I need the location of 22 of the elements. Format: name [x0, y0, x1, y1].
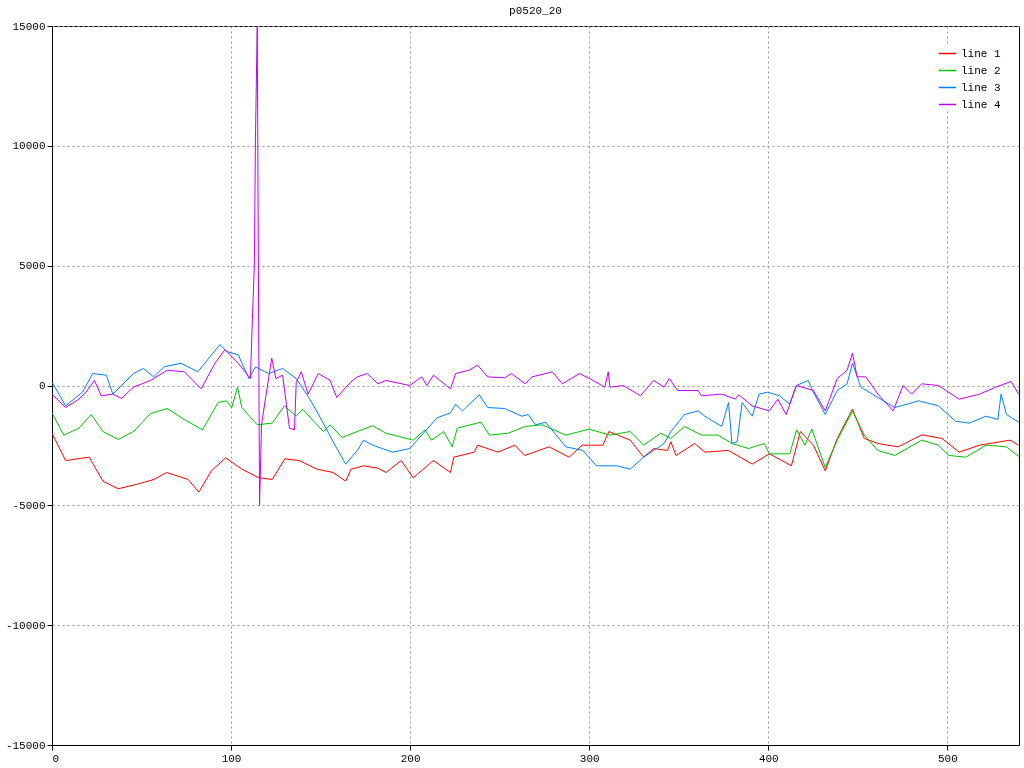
- x-tick-label: 500: [937, 752, 958, 765]
- x-tick-label: 0: [52, 752, 60, 765]
- legend-label: line 2: [961, 64, 1001, 77]
- line-series: [52, 386, 1019, 468]
- y-tick-label: -5000: [12, 499, 46, 512]
- line-series: [52, 26, 1019, 506]
- legend-label: line 4: [961, 98, 1002, 111]
- x-tick-label: 300: [579, 752, 600, 765]
- chart-title: p0520_20: [509, 5, 562, 17]
- y-tick-label: 10000: [12, 140, 46, 153]
- y-tick-label: 15000: [12, 20, 46, 33]
- y-tick-label: 0: [38, 380, 46, 392]
- x-tick-label: 200: [400, 752, 421, 765]
- legend-label: line 3: [961, 81, 1001, 94]
- y-tick-label: 5000: [19, 260, 46, 273]
- line-series: [52, 344, 1019, 470]
- legend-label: line 1: [961, 47, 1002, 60]
- x-tick-label: 400: [758, 752, 779, 765]
- y-tick-label: -15000: [5, 739, 46, 752]
- y-tick-label: -10000: [5, 619, 46, 632]
- line-series: [52, 408, 1019, 493]
- x-tick-label: 100: [221, 752, 242, 765]
